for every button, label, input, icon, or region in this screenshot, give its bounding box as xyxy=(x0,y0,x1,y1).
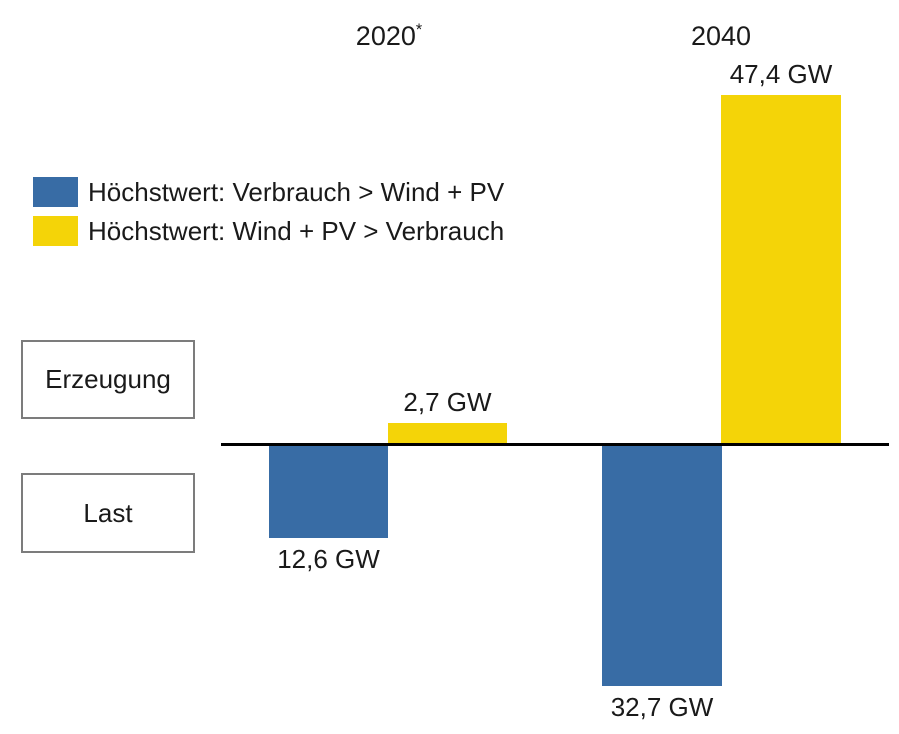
legend-label-verbrauch-gt-windpv: Höchstwert: Verbrauch > Wind + PV xyxy=(88,177,505,207)
category-year-2020: 2020 xyxy=(355,21,416,51)
category-label-2020: 2020* xyxy=(289,15,489,51)
bar-2040-erzeugung: 47,4 GW xyxy=(721,60,841,443)
footnote-asterisk: * xyxy=(415,21,423,39)
category-label-2040: 2040 xyxy=(621,15,821,51)
legend-swatch-yellow xyxy=(33,216,78,246)
last-label: Last xyxy=(83,497,133,528)
zero-axis-line xyxy=(221,443,889,446)
legend: Höchstwert: Verbrauch > Wind + PV Höchst… xyxy=(33,177,504,255)
legend-item-windpv-gt-verbrauch: Höchstwert: Wind + PV > Verbrauch xyxy=(33,216,504,246)
last-box: Last xyxy=(21,473,195,553)
legend-item-verbrauch-gt-windpv: Höchstwert: Verbrauch > Wind + PV xyxy=(33,177,504,207)
bar-value-label-2020-last: 12,6 GW xyxy=(277,544,380,574)
category-year-2040: 2040 xyxy=(690,21,752,51)
bar-value-label-2040-last: 32,7 GW xyxy=(610,692,714,722)
erzeugung-label: Erzeugung xyxy=(45,364,171,394)
bar-2020-erzeugung: 2,7 GW xyxy=(388,388,507,443)
bar-value-label-2020-erzeugung: 2,7 GW xyxy=(403,387,492,417)
bar-2020-last: 12,6 GW xyxy=(269,446,388,573)
erzeugung-box: Erzeugung xyxy=(21,340,195,419)
legend-swatch-blue xyxy=(33,177,78,207)
legend-label-windpv-gt-verbrauch: Höchstwert: Wind + PV > Verbrauch xyxy=(88,216,505,246)
bar-2040-last: 32,7 GW xyxy=(602,446,722,721)
bar-value-label-2040-erzeugung: 47,4 GW xyxy=(729,59,833,89)
